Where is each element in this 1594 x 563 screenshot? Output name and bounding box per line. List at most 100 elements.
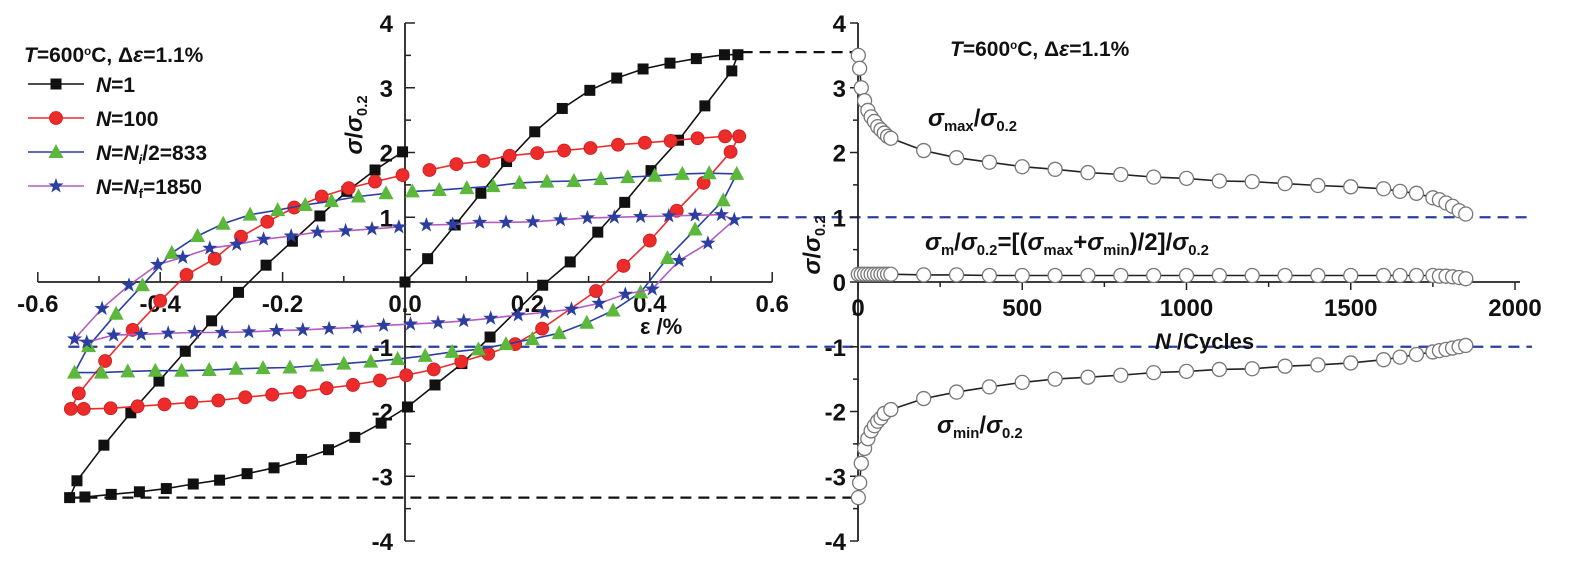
open-circle-marker [883,401,899,418]
label-segment: σ [928,105,945,132]
y-tick-label: -3 [825,464,846,491]
label-segment: σ [961,229,978,256]
square-marker [718,49,730,61]
star-marker [536,304,553,319]
x-axis-label: ε /% [640,314,682,339]
open-circle-marker [850,489,866,506]
label-segment: =1.1% [143,44,203,67]
star-marker [186,324,203,339]
open-circle-marker [1014,159,1030,175]
label-segment: N [96,74,112,97]
circle-marker [535,321,549,336]
open-circle-marker [1244,267,1260,284]
y-tick-label: 3 [380,76,393,103]
label-segment: + [1073,229,1087,256]
label-segment: =1 [111,74,135,97]
triangle-marker [255,360,271,375]
circle-marker [399,368,414,383]
label-segment: )/2]/ [1130,229,1173,256]
open-circle-marker [1113,267,1129,284]
open-circle-marker [1458,206,1474,222]
label-segment: min [953,426,979,442]
label-segment: /Cycles [1171,329,1254,354]
square-marker [241,468,253,480]
circle-marker [642,233,657,248]
open-circle-marker [1408,346,1425,363]
sigma-min-label: σmin/σ0.2 [937,412,1023,442]
square-marker [214,474,226,486]
star-marker [644,281,660,296]
square-marker [592,226,604,238]
open-circle-marker [1211,267,1227,284]
y-tick-label: 4 [380,11,394,38]
circle-marker [368,174,382,189]
circle-marker [530,146,545,161]
star-marker [591,295,607,310]
triangle-marker [282,359,298,374]
circle-marker [238,390,253,405]
label-segment: N [96,108,112,131]
star-marker [48,178,64,193]
label-segment: N [96,142,112,165]
triangle-marker [660,250,676,265]
circle-marker [611,137,625,152]
legend-label: N=1 [96,74,135,97]
y-tick-label: 2 [833,141,846,168]
series-1 [63,129,747,416]
circle-marker [557,143,572,158]
label-segment: N [96,176,112,199]
square-marker [179,345,191,357]
open-circle-marker [1343,179,1359,195]
square-marker [429,379,441,391]
open-circle-marker [1047,267,1063,284]
label-segment: N [1155,329,1172,354]
circle-marker [153,293,168,308]
open-circle-marker [1047,161,1063,177]
open-circle-marker [1178,170,1195,187]
label-segment: σ [799,235,826,252]
label-segment: =100 [111,108,158,131]
triangle-marker [715,192,731,207]
open-circle-marker [853,455,869,471]
label-segment: T [950,38,965,61]
square-marker [260,259,272,271]
triangle-marker [404,183,420,198]
y-tick-label: 0 [833,270,846,297]
triangle-marker [297,196,313,211]
star-marker [472,214,488,229]
star-marker [456,312,472,328]
circle-marker [98,354,113,368]
open-circle-marker [948,150,965,166]
triangle-marker [174,362,190,377]
label-segment: = [111,142,123,165]
series-line [857,55,1467,215]
right-annotation: T=600oC, Δε=1.1% [950,38,1130,61]
open-circle-marker [948,384,965,400]
x-tick-label: -0.6 [17,291,58,318]
circle-marker [373,373,387,388]
star-marker [160,325,176,340]
circle-marker [732,129,747,144]
triangle-marker [444,343,460,358]
legend-item: N=1 [28,74,135,97]
open-circle-marker [1310,267,1326,284]
label-segment: 0.2 [1188,243,1209,259]
circle-marker [454,354,469,369]
circle-marker [319,381,334,396]
label-segment: o [1010,40,1017,52]
triangle-marker [511,174,527,189]
open-circle-marker [851,60,868,76]
y-tick-label: 1 [833,205,846,232]
label-segment: m [941,243,954,259]
square-marker [268,462,280,474]
y-tick-label: -4 [825,529,847,556]
circle-marker [265,387,280,402]
open-circle-marker [1408,267,1425,284]
circle-marker [476,154,491,168]
star-marker [364,220,380,236]
triangle-marker [470,341,486,356]
circle-marker [690,131,705,146]
triangle-marker [390,351,406,366]
triangle-marker [378,185,394,200]
square-marker [537,279,549,291]
